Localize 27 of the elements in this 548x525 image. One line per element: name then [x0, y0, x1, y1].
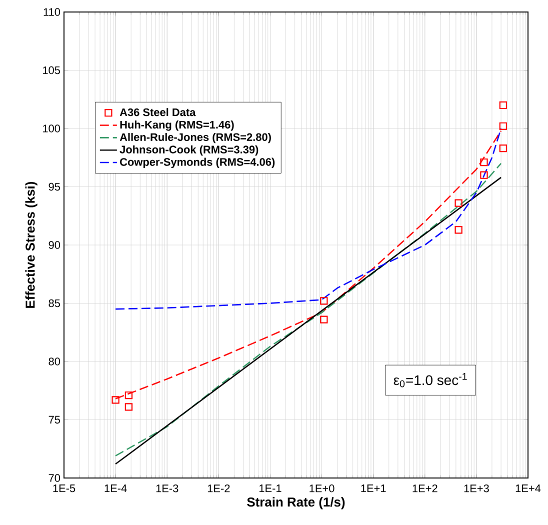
legend-label: Allen-Rule-Jones (RMS=2.80) [120, 132, 271, 144]
y-tick-label: 85 [48, 299, 60, 308]
x-tick-label: 1E+2 [412, 484, 438, 492]
y-tick-label: 100 [43, 124, 60, 132]
y-axis-title: Effective Stress (ksi) [25, 182, 38, 308]
y-tick-label: 110 [44, 8, 60, 16]
y-tick-label: 80 [48, 358, 60, 366]
y-tick-label: 105 [43, 66, 60, 74]
y-tick-label: 75 [48, 416, 60, 424]
legend-label: Johnson-Cook (RMS=3.39) [120, 145, 258, 156]
x-tick-label: 1E+3 [464, 484, 489, 492]
y-tick-label: 95 [48, 182, 60, 191]
legend-label: Huh-Kang (RMS=1.46) [120, 120, 234, 131]
y-tick-label: 70 [48, 474, 60, 482]
legend-label: A36 Steel Data [120, 108, 196, 116]
x-tick-label: 1E+1 [361, 484, 386, 492]
x-tick-label: 1E+0 [310, 484, 334, 492]
x-tick-label: 1E-2 [208, 484, 230, 492]
x-tick-label: 1E+4 [516, 484, 541, 492]
x-tick-label: 1E-3 [156, 484, 178, 492]
x-tick-label: 1E-5 [53, 484, 76, 492]
legend-label: Cowper-Symonds (RMS=4.06) [120, 158, 275, 168]
y-tick-label: 90 [48, 241, 60, 249]
x-axis-title: Strain Rate (1/s) [247, 497, 345, 510]
x-tick-label: 1E-1 [259, 484, 282, 492]
annotation: ε$_{0}$=1.0 sec$^{-1}$ [394, 373, 467, 388]
x-tick-label: 1E-4 [104, 484, 127, 492]
